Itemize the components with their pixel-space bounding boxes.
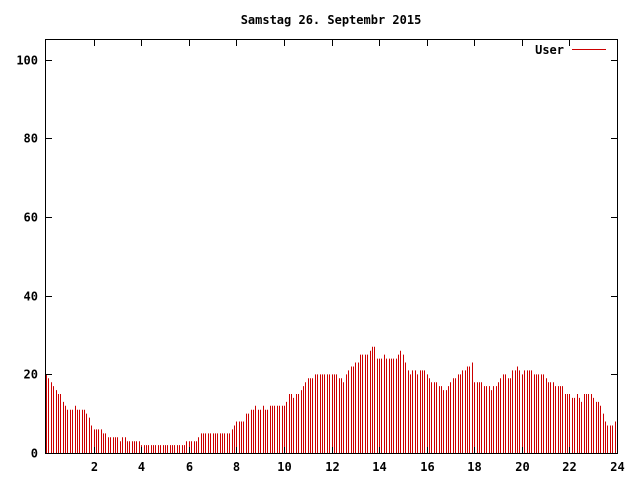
y-tick-label: 0 bbox=[31, 447, 38, 461]
x-tick-label: 22 bbox=[562, 460, 576, 474]
bars-group bbox=[46, 346, 616, 453]
y-tick-label: 40 bbox=[24, 290, 38, 304]
x-tick-label: 4 bbox=[138, 460, 145, 474]
y-tick-label: 80 bbox=[24, 132, 38, 146]
legend: User bbox=[535, 43, 606, 57]
x-tick-label: 10 bbox=[277, 460, 291, 474]
y-tick-label: 20 bbox=[24, 368, 38, 382]
x-tick-label: 14 bbox=[372, 460, 386, 474]
legend-label-user: User bbox=[535, 43, 564, 57]
chart-title: Samstag 26. Septembr 2015 bbox=[241, 13, 422, 27]
y-axis: 0 20 40 60 80 100 bbox=[16, 54, 617, 461]
x-tick-label: 12 bbox=[325, 460, 339, 474]
plot-frame bbox=[45, 39, 618, 454]
x-axis: 2 4 6 8 10 12 14 16 18 20 22 24 bbox=[91, 40, 625, 474]
x-tick-label: 16 bbox=[420, 460, 434, 474]
x-tick-label: 6 bbox=[186, 460, 193, 474]
x-tick-label: 20 bbox=[515, 460, 529, 474]
x-tick-label: 8 bbox=[233, 460, 240, 474]
y-tick-label: 60 bbox=[24, 211, 38, 225]
x-tick-label: 24 bbox=[610, 460, 624, 474]
y-tick-label: 100 bbox=[16, 54, 38, 68]
x-tick-label: 18 bbox=[467, 460, 481, 474]
x-tick-label: 2 bbox=[91, 460, 98, 474]
